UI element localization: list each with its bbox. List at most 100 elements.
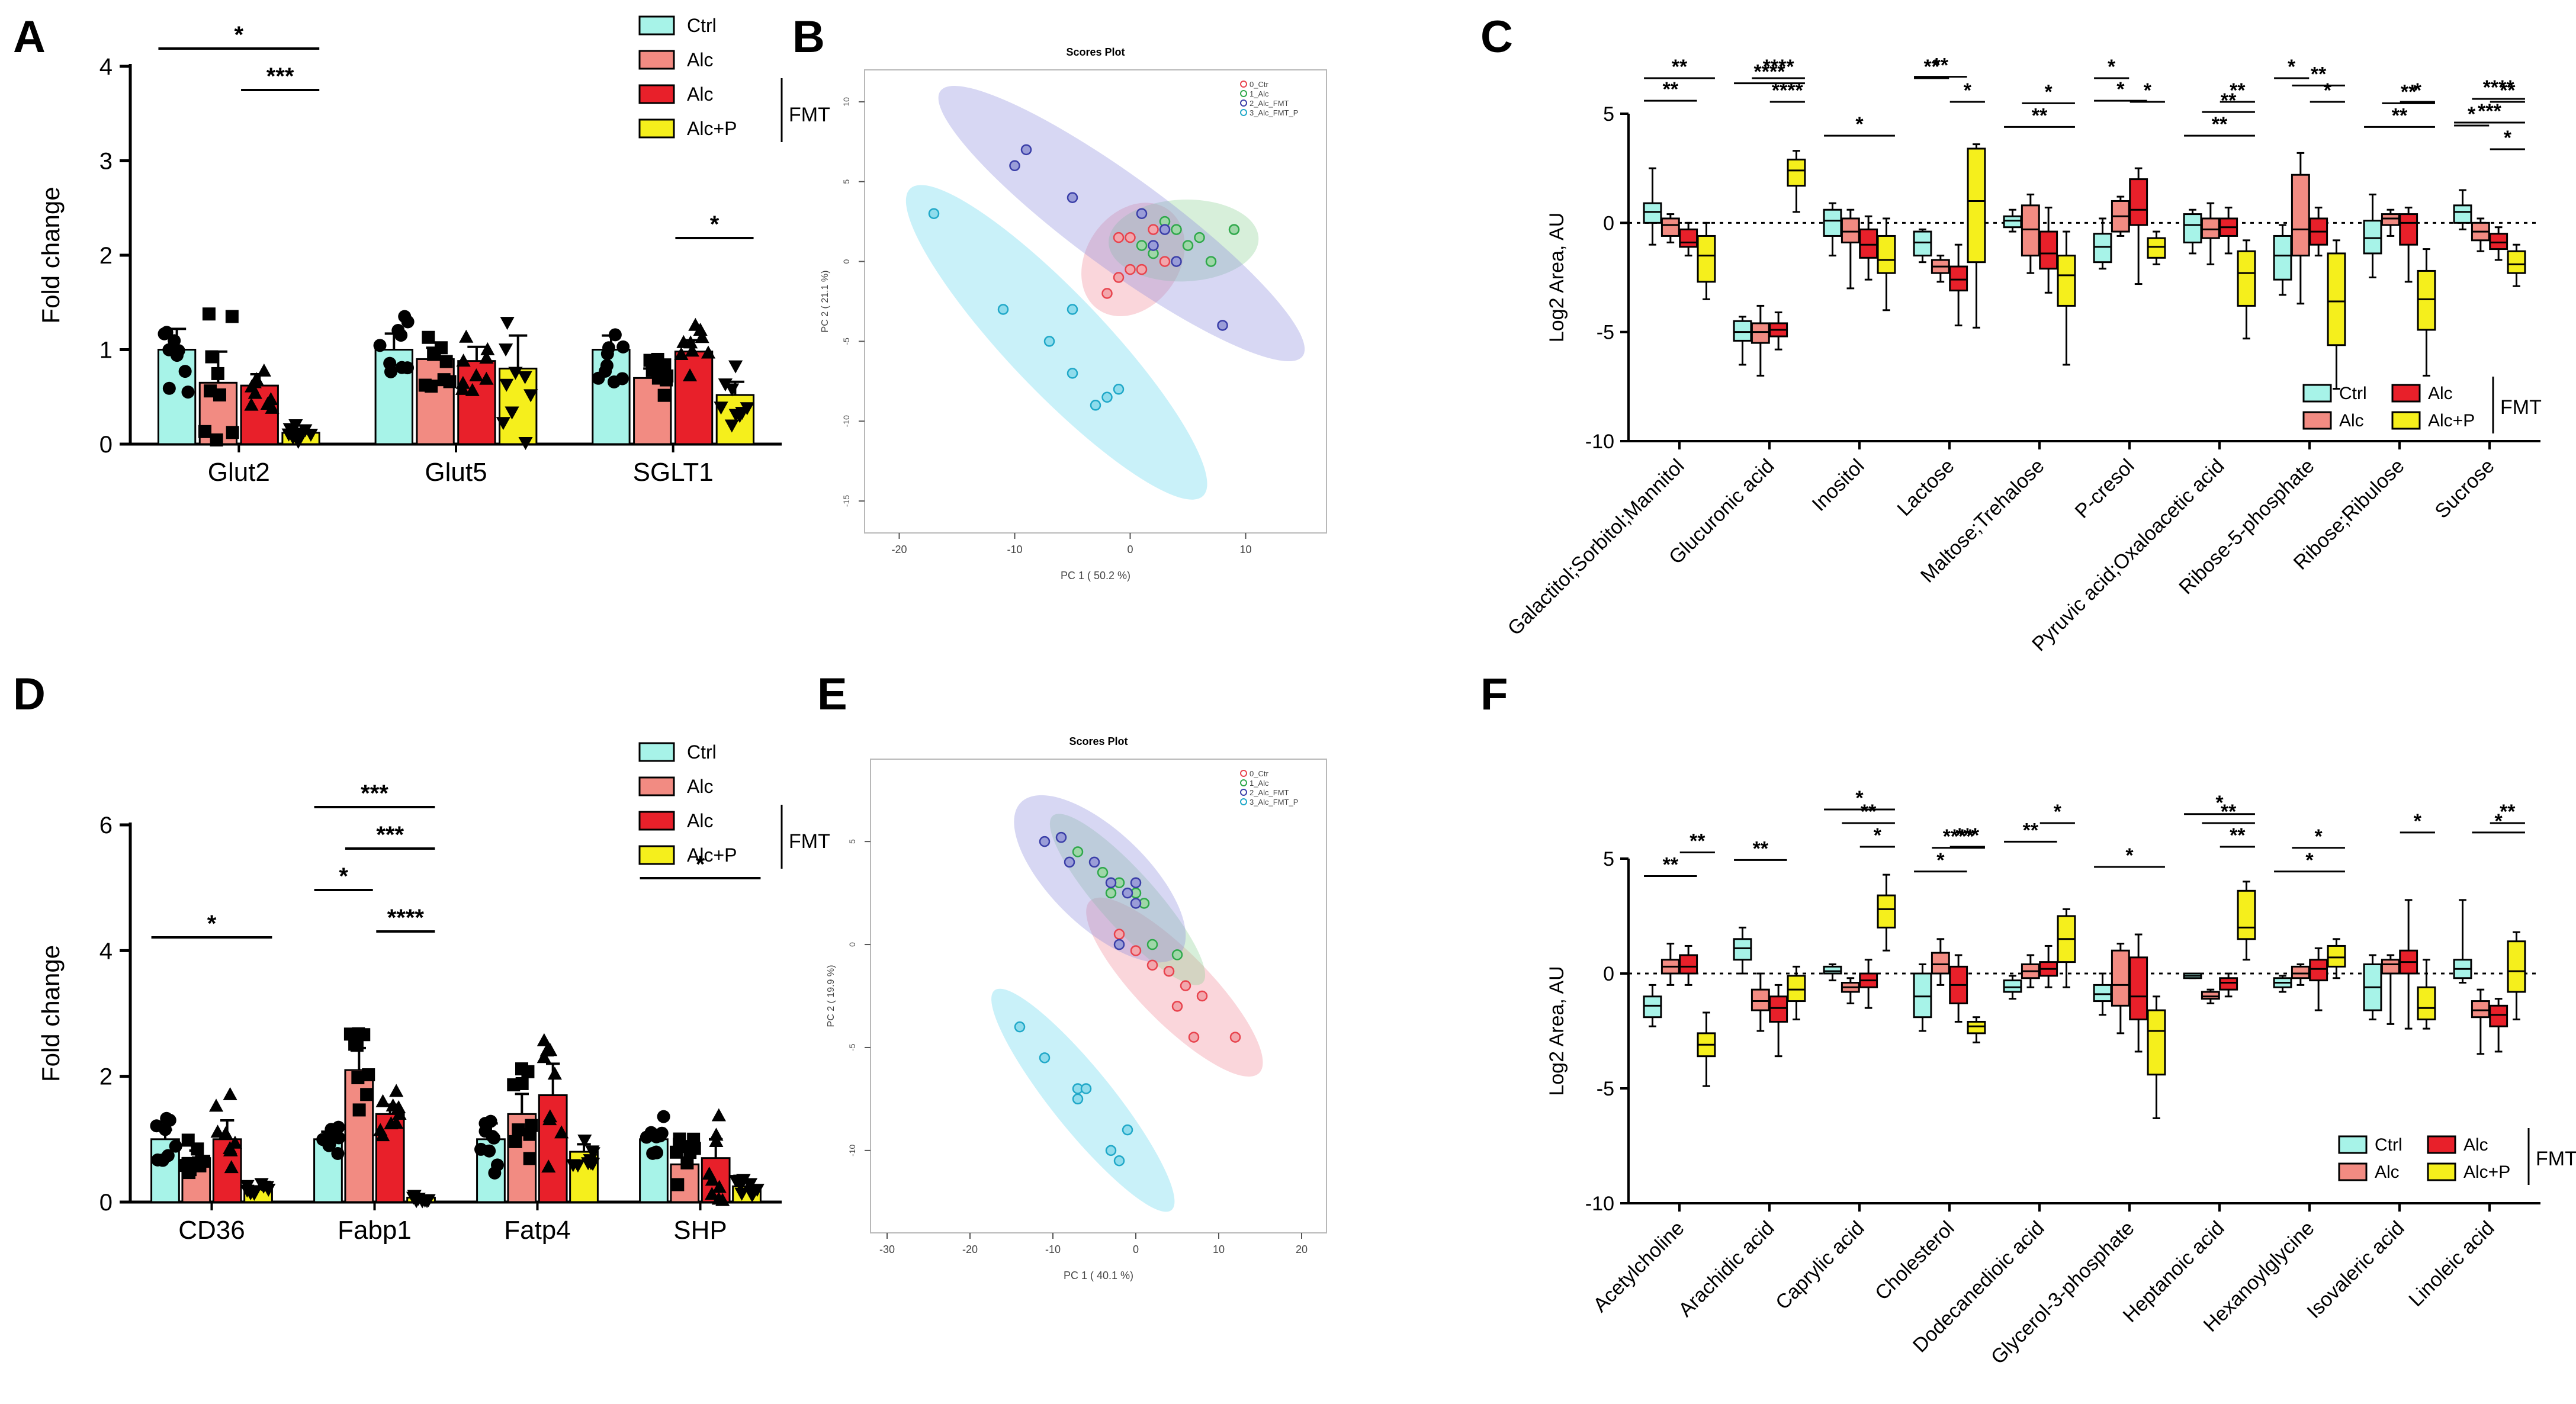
- box: [1679, 228, 1698, 248]
- data-point: [577, 1134, 592, 1148]
- box: [2183, 213, 2202, 244]
- scatter-point: [1014, 1021, 1026, 1033]
- y-axis-label: Log2 Area, AU: [1546, 213, 1568, 342]
- box: [1733, 938, 1752, 961]
- significance-label: *: [1855, 787, 1864, 809]
- scatter-point: [1217, 320, 1228, 331]
- significance-label: *: [2116, 78, 2125, 101]
- panel-e: E Scores Plot -30 -20 -10 0 10 20 5 0 -5 -10 PC 1 ( …: [817, 669, 1327, 1281]
- legend-swatch-alc_p: [638, 118, 675, 139]
- scatter-point: [1067, 368, 1078, 379]
- data-point: [282, 423, 297, 436]
- legend-label: 2_Alc_FMT: [1250, 99, 1289, 108]
- scatter-point: [1009, 160, 1020, 172]
- legend-swatch-ctrl: [638, 15, 675, 36]
- scatter-point: [1136, 240, 1148, 251]
- data-point: [733, 1174, 748, 1188]
- legend-label-ctrl: Ctrl: [687, 15, 717, 36]
- significance-label: *: [2495, 810, 2503, 833]
- scatter-title: Scores Plot: [1066, 46, 1125, 58]
- data-point: [360, 1088, 374, 1101]
- data-point: [386, 1098, 400, 1111]
- significance-label: *: [235, 22, 244, 48]
- legend-swatch-alc_p: [2391, 411, 2421, 430]
- significance-label: **: [2230, 824, 2246, 847]
- data-point: [715, 1193, 730, 1206]
- x-tick-label: CD36: [178, 1216, 245, 1245]
- data-point: [247, 1187, 262, 1201]
- legend-label-alc: Alc: [2339, 411, 2364, 430]
- significance-label: *: [2468, 103, 2476, 126]
- scatter-point: [1171, 224, 1182, 235]
- data-point: [518, 437, 533, 451]
- data-point: [375, 1094, 390, 1107]
- scatter-point: [928, 208, 940, 219]
- data-point: [554, 1125, 569, 1139]
- legend-label-ctrl: Ctrl: [2339, 384, 2367, 403]
- data-point: [352, 1103, 366, 1117]
- y-tick-label: 1: [99, 338, 113, 364]
- box: [1643, 202, 1662, 224]
- data-point: [508, 367, 523, 380]
- y-tick-label: 0: [1603, 212, 1614, 234]
- data-point: [160, 326, 174, 339]
- box: [2201, 217, 2220, 239]
- significance-label: *: [2414, 79, 2422, 102]
- scatter-point: [1067, 304, 1078, 315]
- significance-label: **: [1923, 56, 1939, 78]
- data-point: [332, 1120, 345, 1134]
- legend-label: 1_Alc: [1250, 89, 1269, 98]
- scatter-point: [1072, 846, 1084, 857]
- scatter-point: [1159, 256, 1171, 267]
- data-point: [226, 426, 239, 439]
- legend-label-alc: Alc: [2375, 1162, 2400, 1182]
- legend-label: 2_Alc_FMT: [1250, 788, 1289, 797]
- data-point: [227, 1135, 243, 1149]
- plot-frame: [864, 69, 1327, 534]
- y-tick-label: -15: [841, 495, 851, 507]
- confidence-ellipse: [1109, 199, 1259, 282]
- data-point: [673, 1132, 686, 1146]
- y-axis-label: Log2 Area, AU: [1546, 966, 1568, 1095]
- significance-label: **: [1690, 830, 1705, 853]
- significance-label: ***: [2478, 100, 2501, 123]
- data-point: [671, 1178, 685, 1191]
- scatter-title: Scores Plot: [1069, 735, 1128, 747]
- scatter-point: [1113, 1155, 1125, 1167]
- box: [2147, 1009, 2166, 1076]
- y-tick-label: -5: [847, 1044, 857, 1052]
- legend-swatch-alc: [638, 50, 675, 70]
- y-tick-label: 4: [99, 54, 113, 80]
- significance-label: *: [696, 852, 705, 878]
- box: [2381, 213, 2400, 226]
- data-point: [437, 373, 451, 387]
- significance-label: **: [2311, 63, 2327, 85]
- scatter-point: [1180, 980, 1191, 991]
- data-point: [406, 1191, 421, 1205]
- legend-swatch-alc_fmt: [2427, 1135, 2456, 1154]
- y-tick-label: 0: [99, 1190, 113, 1216]
- data-point: [498, 343, 513, 357]
- significance-label: *: [1874, 824, 1882, 847]
- y-tick-label: 5: [841, 179, 851, 184]
- data-point: [479, 371, 494, 385]
- scatter-point: [1182, 240, 1194, 251]
- scatter-point: [1136, 264, 1148, 275]
- box: [2273, 234, 2292, 281]
- data-point: [523, 1127, 537, 1141]
- data-point: [643, 354, 657, 367]
- significance-label: *: [2215, 792, 2224, 814]
- data-point: [474, 1142, 488, 1156]
- scatter-point: [1130, 877, 1142, 888]
- data-point: [350, 1039, 364, 1052]
- box: [2111, 949, 2130, 1007]
- legend-swatch-alc_fmt: [638, 84, 675, 104]
- scatter-point: [1101, 288, 1113, 299]
- data-point: [469, 368, 484, 381]
- scatter-point: [1105, 887, 1117, 899]
- bar: [633, 377, 672, 445]
- significance-label: **: [2500, 79, 2516, 102]
- data-point: [265, 400, 280, 414]
